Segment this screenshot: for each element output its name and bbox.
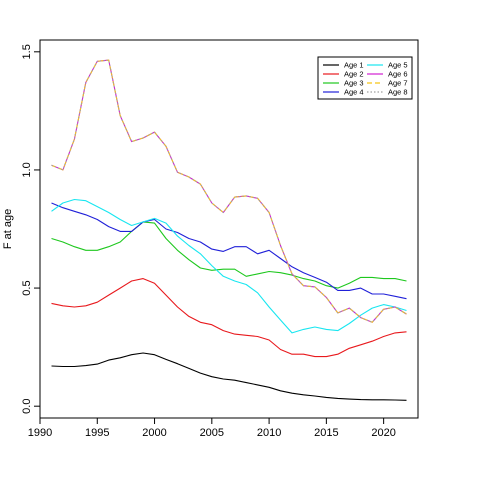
x-tick-label: 2000 <box>142 427 166 439</box>
series-line-age-4 <box>51 202 407 300</box>
legend-label: Age 5 <box>388 61 408 70</box>
series-line-age-8 <box>51 59 407 323</box>
legend-label: Age 2 <box>344 70 364 79</box>
series-line-age-5 <box>51 198 407 334</box>
x-tick-label: 1995 <box>85 427 109 439</box>
y-tick-label: 1.5 <box>21 44 33 59</box>
legend-label: Age 8 <box>388 88 408 97</box>
axes-layer: 1990 1995 2000 2005 2010 2015 2020 0.0 0.5 1.0 1.5 <box>21 44 396 439</box>
y-tick-label: 0.0 <box>21 399 33 414</box>
x-tick-label: 2005 <box>200 427 224 439</box>
y-tick-label: 1.0 <box>21 162 33 177</box>
y-axis-title: F at age <box>2 209 14 249</box>
legend-label: Age 6 <box>388 70 408 79</box>
series-line-age-1 <box>51 352 407 401</box>
x-tick-label: 2010 <box>257 427 281 439</box>
legend-label: Age 1 <box>344 61 364 70</box>
x-tick-label: 1990 <box>28 427 52 439</box>
legend-label: Age 3 <box>344 79 364 88</box>
x-tick-label: 2020 <box>371 427 395 439</box>
series-layer <box>51 59 407 401</box>
y-tick-label: 0.5 <box>21 280 33 295</box>
legend-label: Age 4 <box>344 88 364 97</box>
series-line-age-2 <box>51 278 407 358</box>
plot-frame <box>39 39 419 419</box>
x-tick-label: 2015 <box>314 427 338 439</box>
series-line-age-3 <box>51 221 407 289</box>
legend-label: Age 7 <box>388 79 408 88</box>
